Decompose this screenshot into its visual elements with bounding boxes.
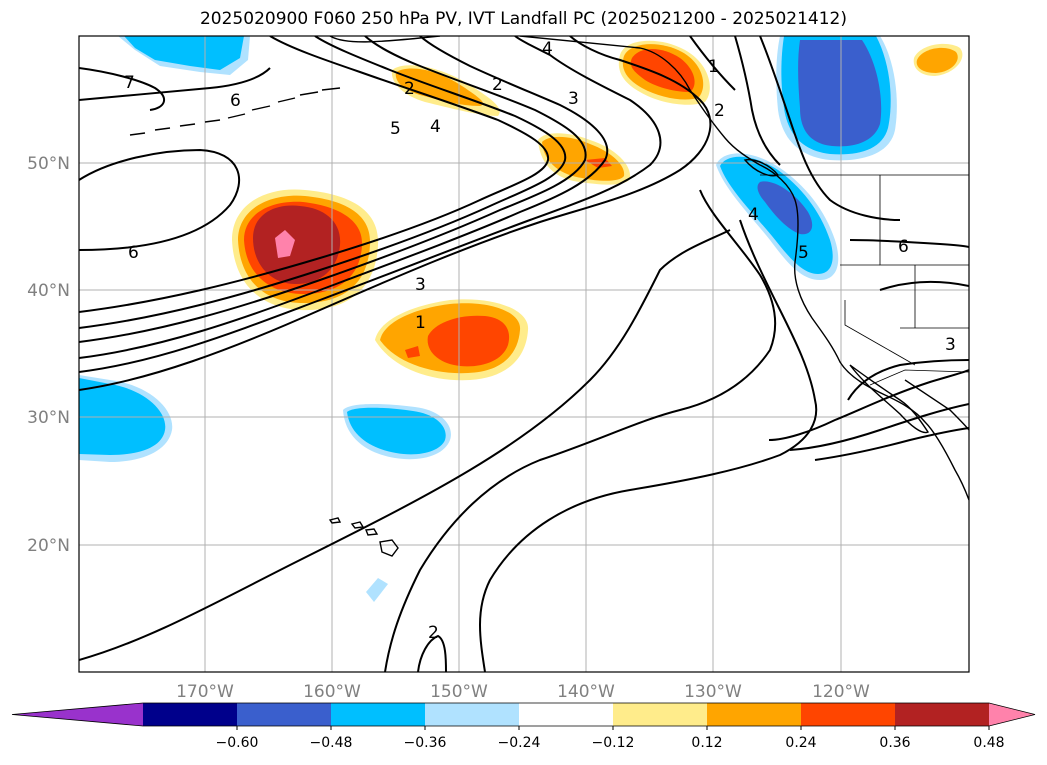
- contour-label: 6: [898, 237, 909, 257]
- colorbar-outline: [11, 702, 1036, 727]
- lon-label: 170°W: [176, 682, 234, 702]
- lat-label: 30°N: [27, 408, 70, 428]
- contour-label: 2: [404, 79, 415, 99]
- colorbar-swatch: [613, 703, 708, 726]
- contour-labels: 7 6 6 5 4 4 3 3 2 2 1 1 2 2 6 4 5 3: [124, 39, 956, 643]
- colorbar-tick-label: −0.48: [310, 735, 353, 751]
- colorbar-extend-high: [989, 703, 1035, 726]
- lon-label: 120°W: [812, 682, 870, 702]
- contour-label: 3: [415, 275, 426, 295]
- contour-label: 6: [128, 243, 139, 263]
- lon-label: 140°W: [557, 682, 615, 702]
- lat-label: 50°N: [27, 154, 70, 174]
- lon-axis: 170°W 160°W 150°W 140°W 130°W 120°W: [176, 682, 870, 702]
- lon-label: 150°W: [430, 682, 488, 702]
- colorbar-swatch: [895, 703, 990, 726]
- contour-label: 2: [428, 623, 439, 643]
- colorbar-tick-label: −0.60: [216, 735, 259, 751]
- coastlines: [129, 36, 969, 557]
- contour-label: 2: [492, 75, 503, 95]
- contour-label: 3: [568, 89, 579, 109]
- contour-label: 4: [748, 205, 759, 225]
- contour-label: 4: [430, 117, 441, 137]
- colorbar-tick-label: 0.12: [691, 735, 722, 751]
- contour-label: 5: [390, 119, 401, 139]
- colorbar-tick-label: −0.12: [592, 735, 635, 751]
- contour-label: 7: [124, 73, 135, 93]
- contour-label: 1: [415, 313, 426, 333]
- colorbar-tick-label: 0.24: [785, 735, 816, 751]
- colorbar-tick-label: −0.24: [498, 735, 541, 751]
- contour-label: 5: [798, 243, 809, 263]
- map-panel: 7 6 6 5 4 4 3 3 2 2 1 1 2 2 6 4 5 3: [79, 36, 969, 672]
- map-frame: [78, 35, 970, 673]
- colorbar-tick-label: 0.48: [973, 735, 1004, 751]
- colorbar-tick-label: 0.36: [879, 735, 910, 751]
- lat-label: 20°N: [27, 536, 70, 556]
- map-title: 2025020900 F060 250 hPa PV, IVT Landfall…: [199, 9, 847, 29]
- contour-label: 6: [230, 91, 241, 111]
- colorbar: −0.60 −0.48 −0.36 −0.24 −0.12 0.12 0.24 0.36 0.4…: [11, 702, 1036, 751]
- contour-label: 1: [708, 57, 719, 77]
- lat-axis: 50°N 40°N 30°N 20°N: [27, 154, 70, 556]
- colorbar-swatch: [425, 703, 520, 726]
- colorbar-swatch: [331, 703, 426, 726]
- borders: [760, 174, 969, 386]
- colorbar-tick-label: −0.36: [404, 735, 447, 751]
- graticule: [79, 36, 969, 672]
- lon-label: 160°W: [303, 682, 361, 702]
- colorbar-swatch: [143, 703, 238, 726]
- lon-label: 130°W: [684, 682, 742, 702]
- contour-label: 3: [945, 335, 956, 355]
- contour-label: 2: [714, 101, 725, 121]
- lat-label: 40°N: [27, 281, 70, 301]
- pv-contours: [79, 36, 969, 672]
- contour-label: 4: [542, 39, 553, 59]
- colorbar-swatch: [801, 703, 896, 726]
- colorbar-swatch: [237, 703, 332, 726]
- colorbar-swatch: [519, 703, 614, 726]
- colorbar-swatch: [707, 703, 802, 726]
- colorbar-extend-low: [12, 703, 143, 726]
